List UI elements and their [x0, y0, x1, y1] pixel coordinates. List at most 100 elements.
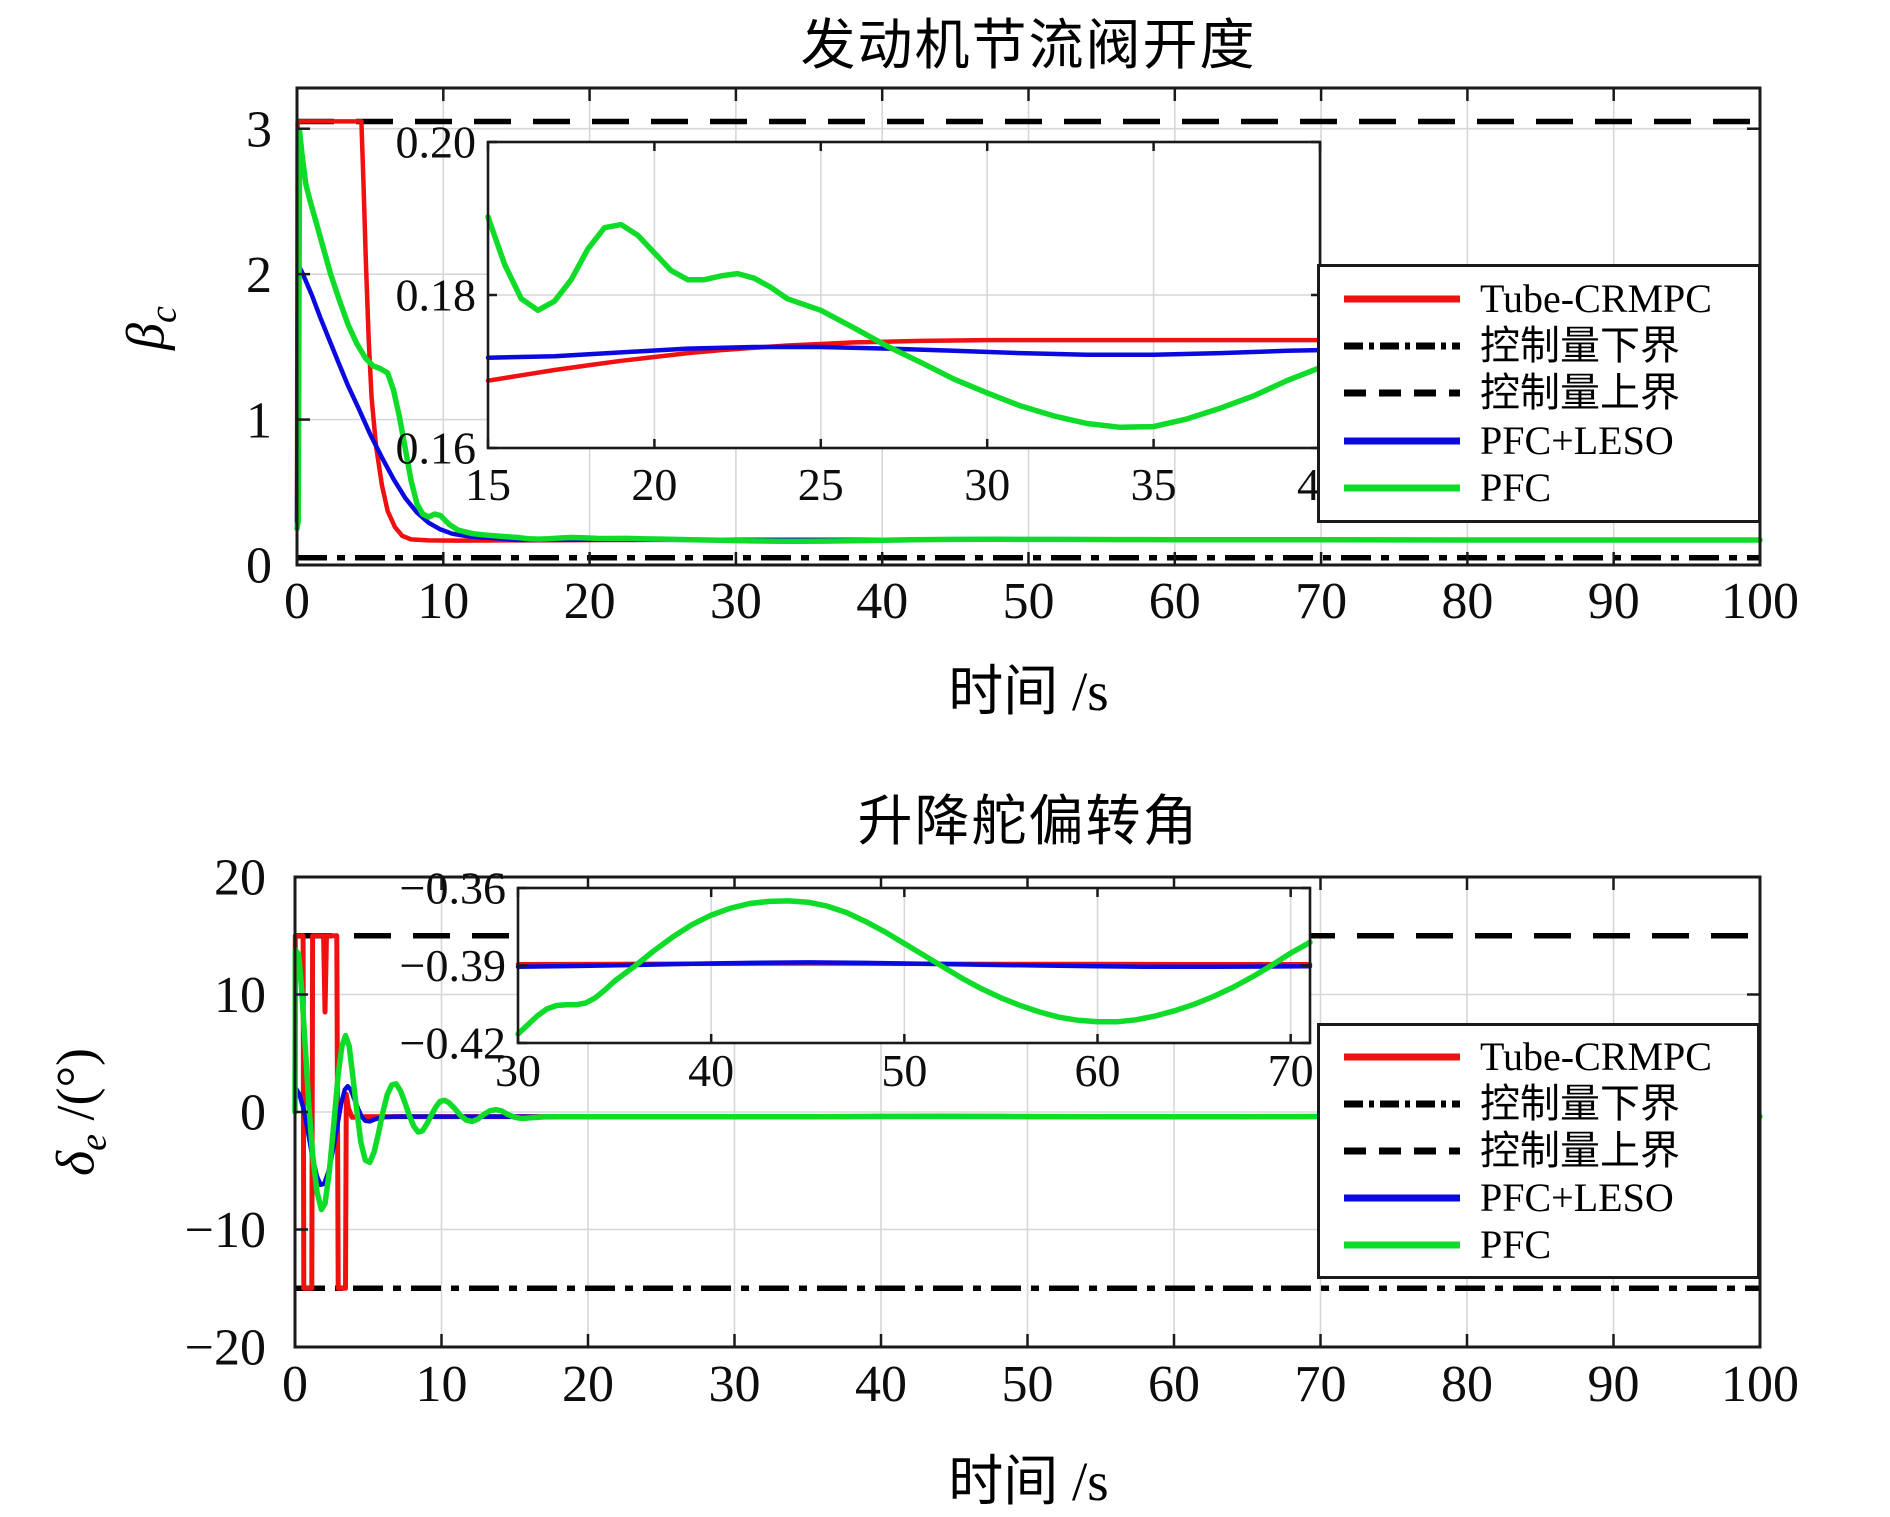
- svg-text:0.18: 0.18: [396, 270, 477, 321]
- legend-line-sample-icon: [1344, 1194, 1460, 1202]
- svg-text:100: 100: [1721, 1356, 1799, 1413]
- tick-marks: [295, 88, 1762, 567]
- legend-line-sample-icon: [1344, 389, 1460, 397]
- y-tick-labels: 0 1 2 3: [246, 101, 272, 594]
- svg-text:−0.42: −0.42: [400, 1018, 506, 1069]
- svg-text:35: 35: [1131, 459, 1177, 510]
- legend-line-sample-icon: [1344, 484, 1460, 492]
- series-PFC+LESO: [515, 960, 1313, 970]
- svg-text:90: 90: [1588, 1356, 1640, 1413]
- legend-item-pfc: PFC: [1342, 1221, 1749, 1267]
- legend-label: Tube-CRMPC: [1480, 275, 1712, 321]
- chart2-xaxis-label: 时间 /s: [948, 1451, 1109, 1512]
- svg-text:−0.36: −0.36: [400, 863, 506, 914]
- svg-text:30: 30: [709, 1356, 761, 1413]
- svg-text:−0.39: −0.39: [400, 940, 506, 991]
- series-PFC: [294, 128, 1763, 545]
- svg-text:20: 20: [214, 850, 266, 907]
- legend-line-sample-icon: [1344, 1241, 1460, 1249]
- chart2-legend: Tube-CRMPC 控制量下界 控制量上界 PFC+LESO PFC: [1317, 1023, 1760, 1279]
- legend-item-tube-crmpc: Tube-CRMPC: [1342, 275, 1750, 321]
- chart1-inset-axes: 1520253035400.160.180.20: [396, 117, 1344, 510]
- y-tick-labels: 0.16 0.18 0.20: [396, 117, 477, 474]
- x-tick-labels: 0 10 20 30 40 50 60 70 80 90 100: [284, 573, 1799, 630]
- svg-text:0: 0: [282, 1356, 308, 1413]
- svg-text:80: 80: [1441, 573, 1493, 630]
- svg-text:30: 30: [710, 573, 762, 630]
- legend-line-sample-icon: [1344, 1100, 1460, 1108]
- series-PFC: [485, 214, 1323, 431]
- svg-text:90: 90: [1588, 573, 1640, 630]
- legend-item-upper-bound: 控制量上界: [1342, 373, 1750, 413]
- chart2-yaxis-label: δe /(°): [45, 1047, 115, 1177]
- legend-label: PFC+LESO: [1480, 417, 1674, 463]
- svg-text:50: 50: [881, 1045, 927, 1096]
- svg-text:10: 10: [417, 573, 469, 630]
- legend-line-sample-icon: [1344, 342, 1460, 350]
- legend-label: 控制量下界: [1480, 1081, 1680, 1127]
- legend-label: PFC: [1480, 1221, 1552, 1267]
- chart2-title: 升降舵偏转角: [857, 791, 1200, 852]
- legend-line-sample-icon: [1344, 1147, 1460, 1155]
- svg-text:70: 70: [1268, 1045, 1314, 1096]
- svg-text:10: 10: [214, 967, 266, 1024]
- svg-text:70: 70: [1295, 573, 1347, 630]
- svg-text:40: 40: [688, 1045, 734, 1096]
- legend-item-pfc-leso: PFC+LESO: [1342, 1174, 1749, 1220]
- svg-text:100: 100: [1721, 573, 1799, 630]
- svg-text:20: 20: [562, 1356, 614, 1413]
- svg-text:25: 25: [798, 459, 844, 510]
- svg-text:70: 70: [1295, 1356, 1347, 1413]
- chart2-inset-axes: 30 40 50 60 70 −0.42 −0.39 −0.36: [400, 863, 1314, 1096]
- svg-text:3: 3: [246, 101, 272, 158]
- svg-text:−10: −10: [185, 1202, 266, 1259]
- y-tick-labels: −0.42 −0.39 −0.36: [400, 863, 506, 1069]
- chart1-yaxis-label: βc: [115, 306, 185, 350]
- svg-text:0: 0: [240, 1085, 266, 1142]
- svg-text:60: 60: [1149, 573, 1201, 630]
- y-tick-labels: −20 −10 0 10 20: [185, 850, 266, 1377]
- svg-text:40: 40: [855, 1356, 907, 1413]
- svg-text:2: 2: [246, 247, 272, 304]
- svg-text:80: 80: [1441, 1356, 1493, 1413]
- svg-text:60: 60: [1075, 1045, 1121, 1096]
- legend-label: 控制量下界: [1480, 323, 1680, 369]
- x-tick-labels: 0 10 20 30 40 50 60 70 80 90 100: [282, 1356, 1799, 1413]
- legend-item-pfc-leso: PFC+LESO: [1342, 417, 1750, 463]
- grid-lines: [488, 142, 1320, 448]
- svg-text:50: 50: [1003, 573, 1055, 630]
- svg-text:10: 10: [416, 1356, 468, 1413]
- legend-item-lower-bound: 控制量下界: [1342, 326, 1750, 366]
- chart1-legend: Tube-CRMPC 控制量下界 控制量上界 PFC+LESO PFC: [1317, 264, 1761, 523]
- legend-item-lower-bound: 控制量下界: [1342, 1084, 1749, 1124]
- series-PFC: [292, 947, 1763, 1213]
- legend-item-pfc: PFC: [1342, 468, 1750, 508]
- legend-line-sample-icon: [1344, 295, 1460, 303]
- svg-text:0: 0: [284, 573, 310, 630]
- svg-text:1: 1: [246, 392, 272, 449]
- series-PFC+LESO: [485, 344, 1323, 360]
- svg-text:0.20: 0.20: [396, 117, 477, 168]
- svg-text:0.16: 0.16: [396, 423, 477, 474]
- legend-label: 控制量上界: [1480, 1127, 1680, 1173]
- legend-item-upper-bound: 控制量上界: [1342, 1127, 1749, 1173]
- svg-text:40: 40: [856, 573, 908, 630]
- legend-label: 控制量上界: [1480, 370, 1680, 416]
- legend-label: Tube-CRMPC: [1480, 1034, 1712, 1080]
- series-PFC: [515, 898, 1313, 1037]
- legend-line-sample-icon: [1344, 1053, 1460, 1061]
- legend-item-tube-crmpc: Tube-CRMPC: [1342, 1037, 1749, 1077]
- tick-marks: [516, 886, 1310, 1045]
- chart1-title: 发动机节流阀开度: [800, 15, 1257, 76]
- svg-text:30: 30: [964, 459, 1010, 510]
- svg-text:50: 50: [1002, 1356, 1054, 1413]
- chart1-xaxis-label: 时间 /s: [948, 661, 1109, 722]
- x-tick-labels: 30 40 50 60 70: [495, 1045, 1314, 1096]
- legend-label: PFC+LESO: [1480, 1174, 1674, 1220]
- legend-line-sample-icon: [1344, 437, 1460, 445]
- svg-text:15: 15: [465, 459, 511, 510]
- legend-label: PFC: [1480, 465, 1552, 511]
- svg-text:−20: −20: [185, 1320, 266, 1377]
